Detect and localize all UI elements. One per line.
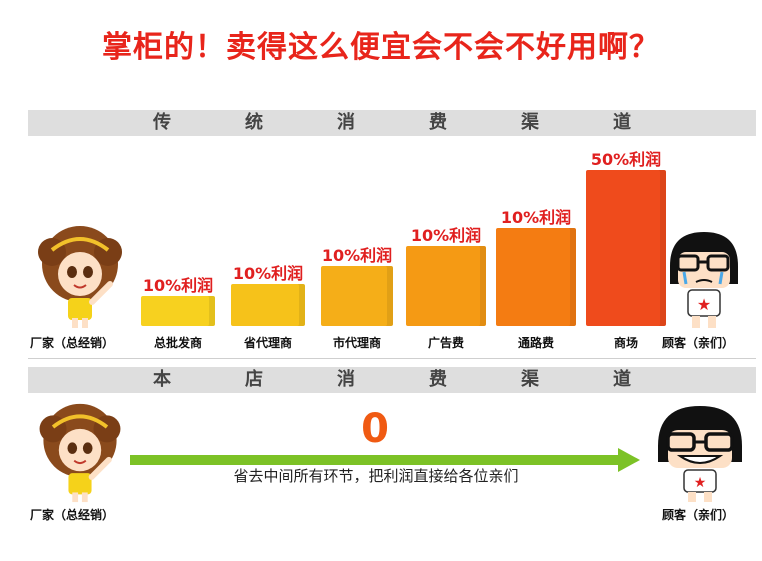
- direct-arrow: [130, 448, 642, 476]
- traditional-channel-band: 传 统 消 费 渠 道: [28, 110, 756, 136]
- band-char: 本: [153, 369, 171, 390]
- direct-arrow-caption: 省去中间所有环节，把利润直接给各位亲们: [233, 467, 519, 485]
- profit-bar: [321, 266, 393, 326]
- profit-bar: [141, 296, 215, 326]
- profit-label: 10%利润: [232, 264, 304, 283]
- svg-text:★: ★: [697, 295, 711, 314]
- profit-bar: [496, 228, 576, 326]
- band-char: 渠: [521, 369, 539, 390]
- headline: 掌柜的！卖得这么便宜会不会不好用啊？: [102, 30, 660, 65]
- band-char: 消: [337, 112, 355, 133]
- profit-bar: [231, 284, 305, 326]
- customer-label: 顾客（亲们）: [662, 336, 735, 350]
- band-char: 统: [245, 112, 263, 133]
- channel-label: 市代理商: [332, 336, 381, 350]
- band-char: 道: [613, 369, 631, 390]
- customer-label-bottom: 顾客（亲们）: [662, 508, 735, 522]
- section-divider: [28, 358, 756, 359]
- our-store-channel-title: 本 店 消 费 渠 道: [28, 367, 756, 393]
- traditional-channel-title: 传 统 消 费 渠 道: [28, 110, 756, 136]
- channel-label: 省代理商: [243, 336, 292, 350]
- profit-bar: [406, 246, 486, 326]
- maker-label-bottom: 厂家（总经销）: [30, 508, 115, 522]
- profit-label: 10%利润: [500, 208, 572, 227]
- maker-label: 厂家（总经销）: [30, 336, 115, 350]
- band-char: 道: [613, 112, 631, 133]
- profit-label: 10%利润: [410, 226, 482, 245]
- profit-label: 10%利润: [142, 276, 214, 295]
- profit-label: 10%利润: [321, 246, 393, 265]
- customer-crying-figure: ★: [664, 226, 744, 332]
- channel-label: 广告费: [427, 336, 464, 350]
- zero-profit-value: 0: [361, 406, 389, 452]
- band-char: 传: [153, 112, 171, 133]
- customer-happy-figure: ★: [650, 400, 750, 504]
- maker-figure-bottom: [30, 400, 130, 504]
- our-store-channel-band: 本 店 消 费 渠 道: [28, 367, 756, 393]
- channel-label: 通路费: [517, 336, 554, 350]
- band-char: 消: [337, 369, 355, 390]
- svg-text:★: ★: [694, 475, 707, 491]
- channel-label: 商场: [613, 336, 638, 350]
- profit-bar: [586, 170, 666, 326]
- band-char: 费: [429, 112, 447, 133]
- maker-figure: [30, 222, 130, 330]
- band-char: 店: [245, 369, 263, 390]
- channel-label: 总批发商: [153, 336, 202, 350]
- band-char: 渠: [521, 112, 539, 133]
- profit-label: 50%利润: [590, 150, 662, 169]
- band-char: 费: [429, 369, 447, 390]
